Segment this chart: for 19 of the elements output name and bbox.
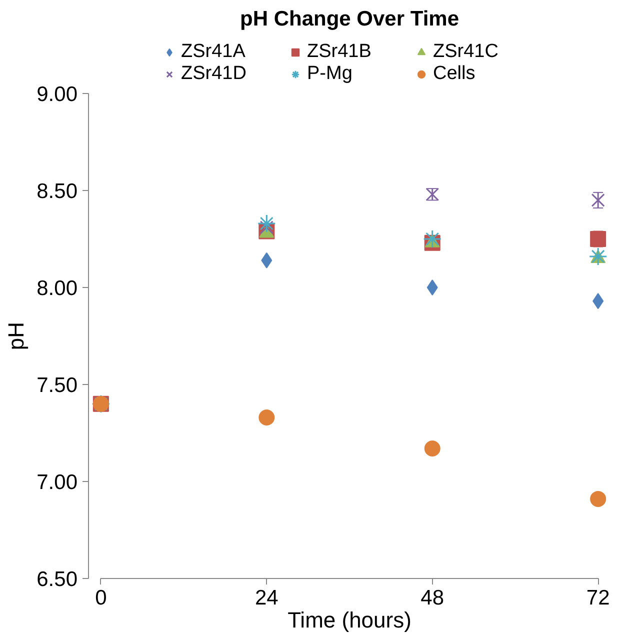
legend-label: ZSr41D — [181, 63, 248, 85]
y-axis-title: pH — [4, 322, 29, 350]
y-tick-label: 7.00 — [36, 471, 78, 494]
legend-label: ZSr41B — [307, 41, 372, 63]
x-tick-label: 24 — [254, 586, 279, 610]
y-tick-label: 7.50 — [36, 374, 78, 397]
legend-label: ZSr41A — [181, 41, 246, 63]
x-axis-title: Time (hours) — [288, 608, 412, 632]
y-tick-label: 9.00 — [36, 83, 78, 106]
x-tick-label: 72 — [586, 586, 610, 610]
y-tick-label: 8.50 — [36, 180, 78, 203]
x-tick-label: 0 — [95, 586, 107, 610]
legend-label: P-Mg — [307, 63, 354, 85]
x-tick-label: 48 — [420, 586, 444, 610]
chart-title: pH Change Over Time — [240, 8, 460, 30]
legend-label: Cells — [433, 63, 476, 85]
legend-label: ZSr41C — [433, 41, 500, 63]
y-tick-label: 8.00 — [36, 277, 78, 300]
y-tick-label: 6.50 — [36, 568, 78, 591]
